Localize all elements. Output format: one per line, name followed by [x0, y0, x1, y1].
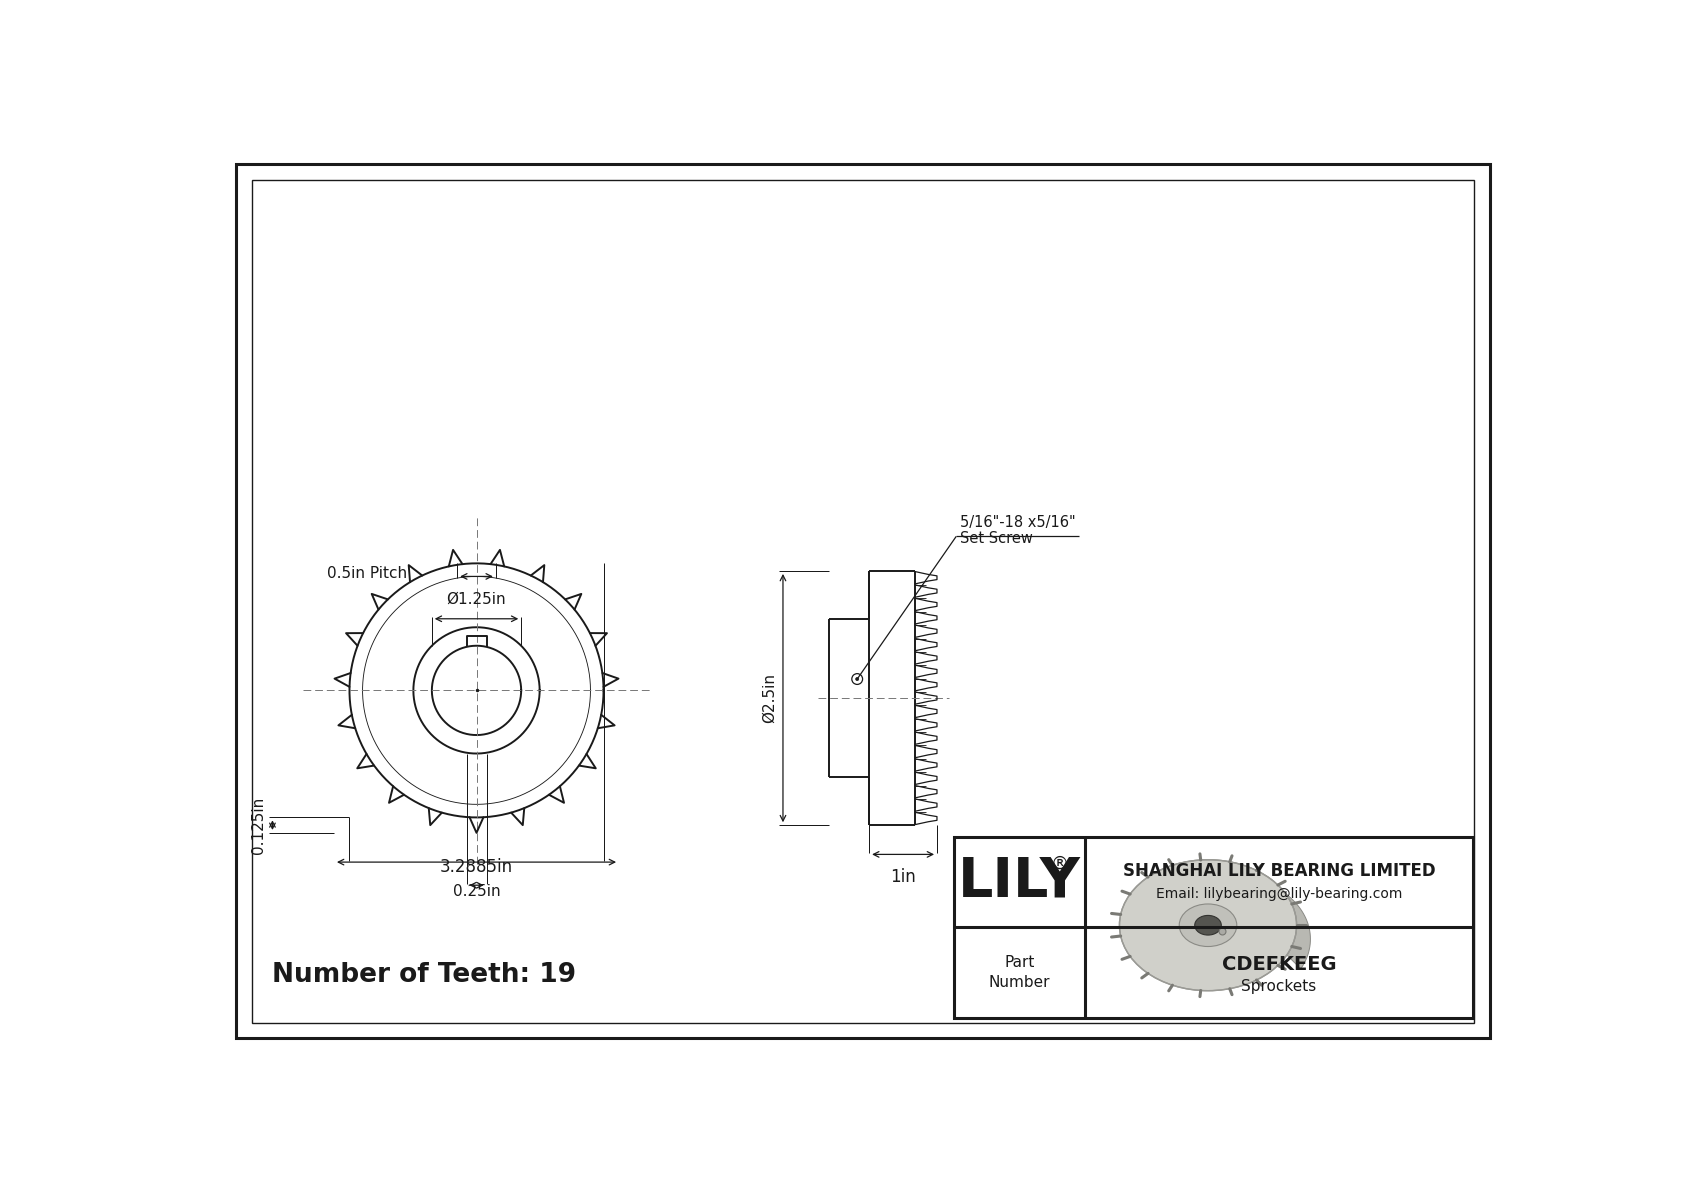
Circle shape	[855, 678, 859, 680]
Text: Ø2.5in: Ø2.5in	[761, 673, 776, 723]
Text: Number of Teeth: 19: Number of Teeth: 19	[273, 962, 576, 989]
Text: LILY: LILY	[958, 855, 1081, 909]
Text: CDEFKEEG: CDEFKEEG	[1221, 955, 1335, 974]
Text: 0.125in: 0.125in	[251, 797, 266, 854]
Polygon shape	[1128, 860, 1310, 968]
Text: Ø1.25in: Ø1.25in	[446, 592, 507, 606]
Text: Sprockets: Sprockets	[1241, 979, 1317, 993]
Text: ®: ®	[1051, 854, 1068, 873]
Text: 0.25in: 0.25in	[453, 884, 500, 899]
Ellipse shape	[1192, 918, 1251, 960]
Text: Part
Number: Part Number	[989, 955, 1051, 990]
Text: 5/16"-18 x5/16": 5/16"-18 x5/16"	[960, 516, 1076, 530]
Text: Email: lilybearing@lily-bearing.com: Email: lilybearing@lily-bearing.com	[1155, 887, 1403, 902]
Text: 0.5in Pitch: 0.5in Pitch	[327, 566, 408, 581]
Ellipse shape	[1194, 916, 1221, 935]
Text: 3.2885in: 3.2885in	[440, 858, 514, 875]
Text: SHANGHAI LILY BEARING LIMITED: SHANGHAI LILY BEARING LIMITED	[1123, 862, 1435, 880]
Polygon shape	[1180, 904, 1250, 933]
Text: 1in: 1in	[891, 868, 916, 886]
Text: Set Screw: Set Screw	[960, 531, 1032, 545]
Ellipse shape	[1120, 860, 1297, 991]
Ellipse shape	[1179, 904, 1236, 947]
